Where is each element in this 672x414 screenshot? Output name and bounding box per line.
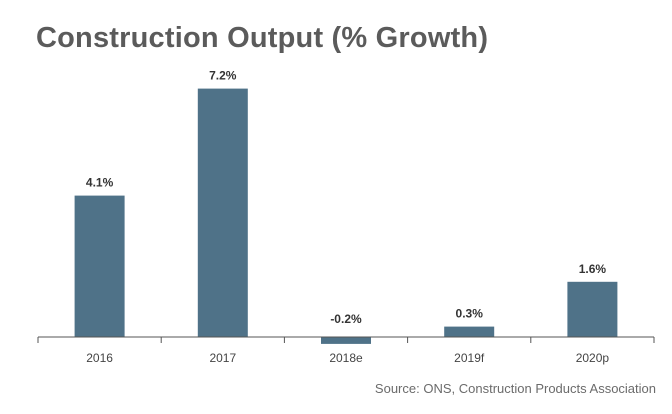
bar-2016: [74, 195, 125, 337]
chart-source-note: Source: ONS, Construction Products Assoc…: [374, 381, 656, 396]
data-label-2016: 4.1%: [86, 176, 114, 190]
bar-2020p: [567, 281, 618, 337]
x-tick-label-2020p: 2020p: [576, 351, 610, 365]
data-label-2019f: 0.3%: [456, 307, 484, 321]
bar-2018e: [321, 337, 371, 344]
x-tick-label-2019f: 2019f: [454, 351, 485, 365]
chart-title: Construction Output (% Growth): [36, 22, 489, 54]
data-label-2017: 7.2%: [209, 69, 237, 83]
x-tick-label-2018e: 2018e: [329, 351, 363, 365]
data-label-2020p: 1.6%: [579, 262, 607, 276]
bar-2017: [197, 88, 248, 337]
bar-2019f: [444, 326, 495, 337]
data-label-2018e: -0.2%: [330, 312, 362, 326]
x-tick-label-2016: 2016: [86, 351, 113, 365]
x-tick-label-2017: 2017: [209, 351, 236, 365]
